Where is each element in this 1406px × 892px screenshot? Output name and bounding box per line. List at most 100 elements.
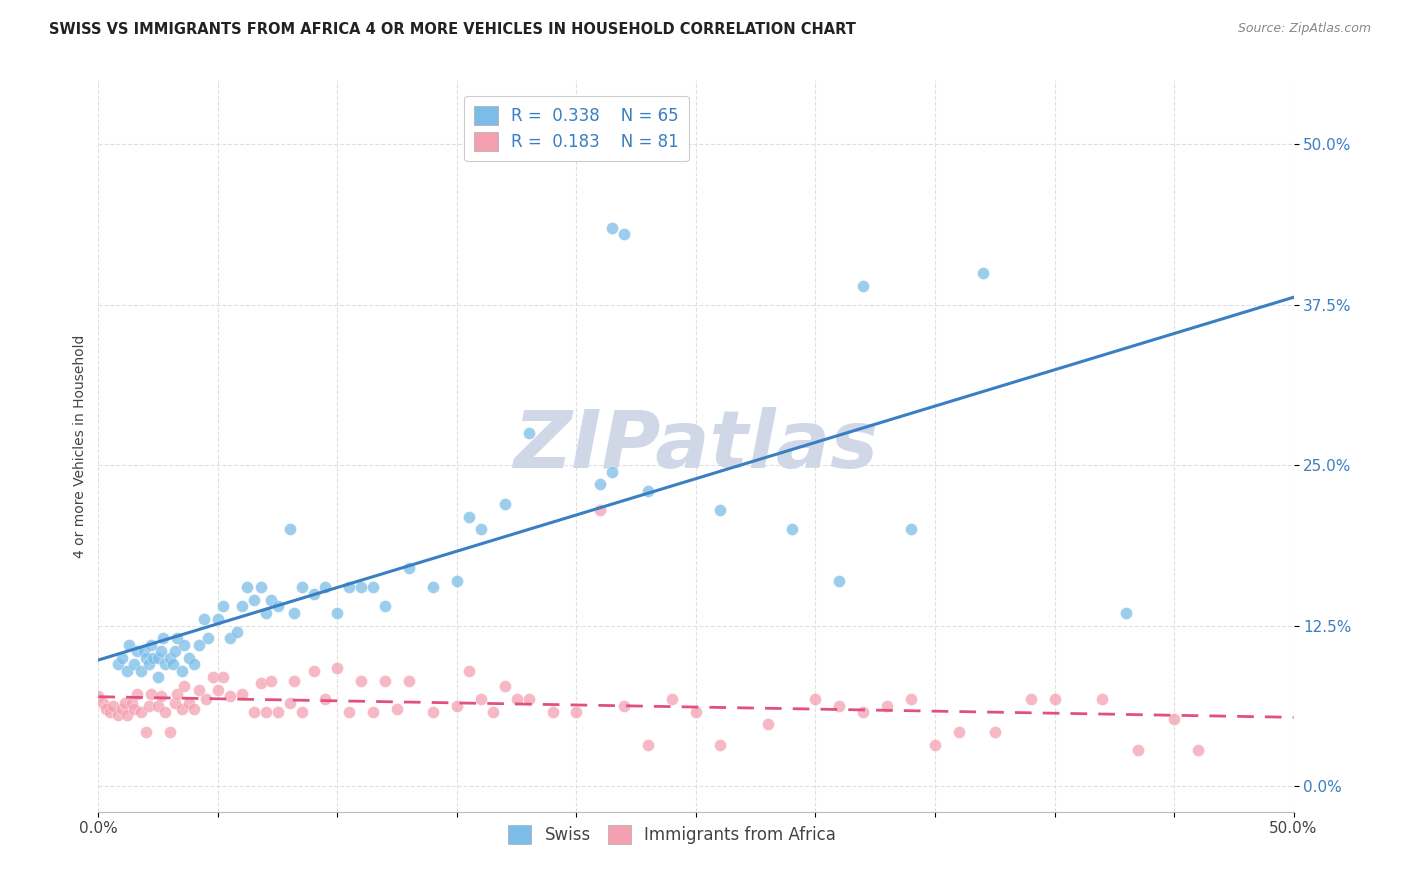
Point bbox=[135, 725, 157, 739]
Point bbox=[1043, 691, 1066, 706]
Point bbox=[685, 705, 707, 719]
Point bbox=[121, 696, 143, 710]
Point bbox=[709, 503, 731, 517]
Y-axis label: 4 or more Vehicles in Household: 4 or more Vehicles in Household bbox=[73, 334, 87, 558]
Point bbox=[166, 687, 188, 701]
Point bbox=[131, 705, 153, 719]
Point bbox=[243, 593, 266, 607]
Point bbox=[470, 691, 492, 706]
Point bbox=[231, 599, 253, 614]
Point bbox=[149, 690, 172, 704]
Point bbox=[254, 606, 277, 620]
Point bbox=[155, 657, 177, 672]
Point bbox=[374, 599, 396, 614]
Point bbox=[350, 673, 373, 688]
Point bbox=[87, 690, 110, 704]
Point bbox=[231, 687, 253, 701]
Point bbox=[924, 738, 946, 752]
Point bbox=[446, 699, 468, 714]
Point bbox=[148, 699, 170, 714]
Point bbox=[494, 679, 516, 693]
Point bbox=[254, 705, 277, 719]
Point bbox=[187, 638, 209, 652]
Point bbox=[709, 738, 731, 752]
Point bbox=[207, 682, 229, 697]
Point bbox=[637, 483, 659, 498]
Point bbox=[115, 664, 138, 678]
Point bbox=[179, 696, 201, 710]
Point bbox=[661, 691, 683, 706]
Point bbox=[211, 670, 233, 684]
Point bbox=[458, 509, 481, 524]
Point bbox=[195, 691, 218, 706]
Point bbox=[152, 632, 174, 646]
Point bbox=[302, 586, 325, 600]
Point bbox=[278, 523, 301, 537]
Point bbox=[828, 574, 851, 588]
Point bbox=[315, 691, 337, 706]
Point bbox=[101, 699, 124, 714]
Point bbox=[259, 593, 281, 607]
Point bbox=[211, 599, 233, 614]
Point bbox=[125, 644, 148, 658]
Point bbox=[219, 690, 242, 704]
Point bbox=[183, 657, 205, 672]
Point bbox=[326, 661, 349, 675]
Point bbox=[278, 696, 301, 710]
Point bbox=[613, 699, 636, 714]
Point bbox=[148, 670, 170, 684]
Point bbox=[315, 580, 337, 594]
Point bbox=[398, 561, 420, 575]
Point bbox=[1163, 712, 1185, 726]
Point bbox=[132, 644, 155, 658]
Legend: Swiss, Immigrants from Africa: Swiss, Immigrants from Africa bbox=[502, 818, 842, 851]
Text: SWISS VS IMMIGRANTS FROM AFRICA 4 OR MORE VEHICLES IN HOUSEHOLD CORRELATION CHAR: SWISS VS IMMIGRANTS FROM AFRICA 4 OR MOR… bbox=[49, 22, 856, 37]
Point bbox=[326, 606, 349, 620]
Point bbox=[541, 705, 564, 719]
Point bbox=[179, 650, 201, 665]
Point bbox=[948, 725, 970, 739]
Point bbox=[984, 725, 1007, 739]
Point bbox=[111, 702, 134, 716]
Point bbox=[250, 580, 273, 594]
Point bbox=[202, 670, 225, 684]
Point bbox=[267, 705, 290, 719]
Point bbox=[302, 664, 325, 678]
Point bbox=[565, 705, 588, 719]
Point bbox=[197, 632, 219, 646]
Point bbox=[339, 705, 361, 719]
Point bbox=[398, 673, 420, 688]
Point bbox=[159, 725, 181, 739]
Point bbox=[135, 650, 157, 665]
Point bbox=[900, 691, 922, 706]
Point bbox=[98, 705, 122, 719]
Point bbox=[602, 465, 624, 479]
Point bbox=[259, 673, 281, 688]
Point bbox=[422, 580, 444, 594]
Point bbox=[139, 638, 162, 652]
Point bbox=[187, 682, 209, 697]
Point bbox=[756, 717, 779, 731]
Point bbox=[163, 696, 186, 710]
Point bbox=[804, 691, 827, 706]
Point bbox=[900, 523, 922, 537]
Point bbox=[374, 673, 396, 688]
Point bbox=[193, 612, 215, 626]
Point bbox=[183, 702, 205, 716]
Point bbox=[159, 650, 181, 665]
Point bbox=[291, 705, 314, 719]
Point bbox=[149, 644, 172, 658]
Point bbox=[517, 426, 540, 441]
Point bbox=[602, 220, 624, 235]
Point bbox=[107, 657, 129, 672]
Point bbox=[283, 606, 305, 620]
Point bbox=[124, 702, 146, 716]
Point bbox=[226, 625, 249, 640]
Point bbox=[350, 580, 373, 594]
Point bbox=[138, 657, 160, 672]
Point bbox=[613, 227, 636, 242]
Point bbox=[155, 705, 177, 719]
Point bbox=[470, 523, 492, 537]
Point bbox=[589, 503, 612, 517]
Point bbox=[363, 705, 385, 719]
